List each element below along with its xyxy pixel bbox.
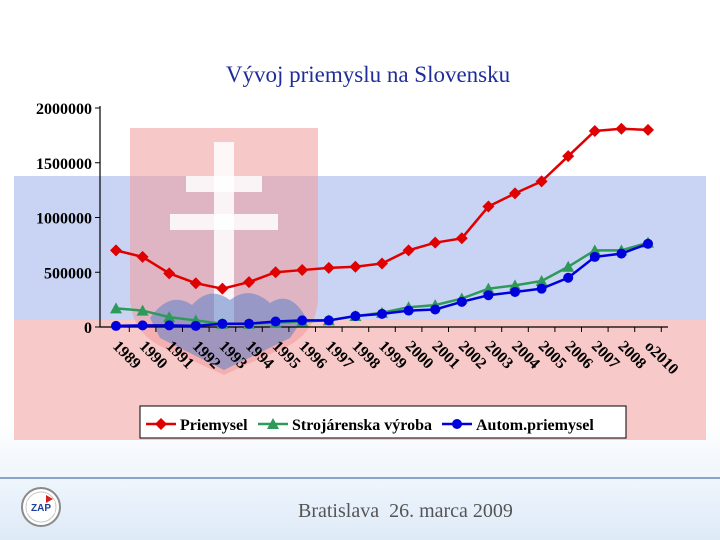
data-point-marker [482,200,495,213]
y-tick-label: 1500000 [36,156,92,173]
data-point-marker [270,316,281,327]
data-point-marker [244,318,254,329]
data-point-marker [376,257,388,270]
data-point-marker [589,251,600,262]
coat-of-arms-icon [130,128,318,375]
data-point-marker [430,304,441,315]
logo-text: ZAP [31,503,51,514]
legend-box [139,405,627,439]
data-point-marker [189,277,202,290]
data-point-marker [111,320,121,331]
data-point-marker [456,296,467,307]
data-point-marker [323,315,334,326]
data-point-marker [155,418,167,430]
data-point-marker [615,122,628,135]
data-point-marker [452,419,462,429]
y-tick-label: 0 [84,320,92,337]
data-point-marker [509,187,521,200]
data-point-marker [110,302,122,314]
series-1 [110,122,654,295]
data-point-marker [588,124,601,137]
legend-label: Strojárenska výroba [292,417,432,434]
y-tick-label: 1000000 [36,211,92,228]
data-point-marker [455,232,468,245]
data-point-marker [269,266,282,279]
footer-text: Bratislava 26. marca 2009 [298,500,513,522]
data-point-marker [509,279,521,291]
data-point-marker [350,311,361,322]
y-tick-label: 500000 [44,265,92,282]
series-layer [110,122,654,331]
data-point-marker [483,290,494,301]
legend: Priemysel Strojárenska výroba Autom.priemy… [139,405,627,439]
data-point-marker [163,267,176,280]
data-point-marker [377,308,387,319]
legend-label: Priemysel [180,417,248,434]
data-point-marker [562,260,575,272]
data-point-marker [562,150,575,163]
data-point-marker [643,238,653,249]
data-point-marker [535,175,548,188]
y-tick-label: 2000000 [36,101,92,118]
data-point-marker [642,123,654,136]
legend-item: Strojárenska výroba [258,417,432,434]
data-point-marker [216,282,229,295]
data-point-marker [190,320,201,331]
data-point-marker [137,320,148,331]
data-point-marker [535,275,548,287]
data-point-marker [110,244,122,257]
data-point-marker [136,250,149,263]
data-point-marker [402,244,415,257]
data-point-marker [482,282,495,294]
data-point-marker [536,283,547,294]
data-point-marker [163,311,176,323]
data-point-marker [322,261,335,274]
data-point-marker [217,318,228,329]
data-point-marker [267,418,279,429]
data-point-marker [588,244,601,256]
zap-logo: ZAP [20,486,62,528]
data-point-marker [243,276,255,289]
legend-label: Autom.priemysel [476,417,594,434]
legend-item: Priemysel [146,417,248,434]
data-point-marker [349,260,362,273]
data-point-marker [296,264,309,277]
data-point-marker [616,248,627,259]
data-point-marker [164,320,175,331]
series-3 [111,238,653,331]
data-point-marker [297,315,308,326]
data-point-marker [510,286,520,297]
data-point-marker [563,272,574,283]
chart-title: Vývoj priemyslu na Slovensku [226,62,511,87]
data-point-marker [136,304,149,316]
data-point-marker [403,305,414,316]
legend-item: Autom.priemysel [442,417,594,434]
data-point-marker [429,236,442,249]
